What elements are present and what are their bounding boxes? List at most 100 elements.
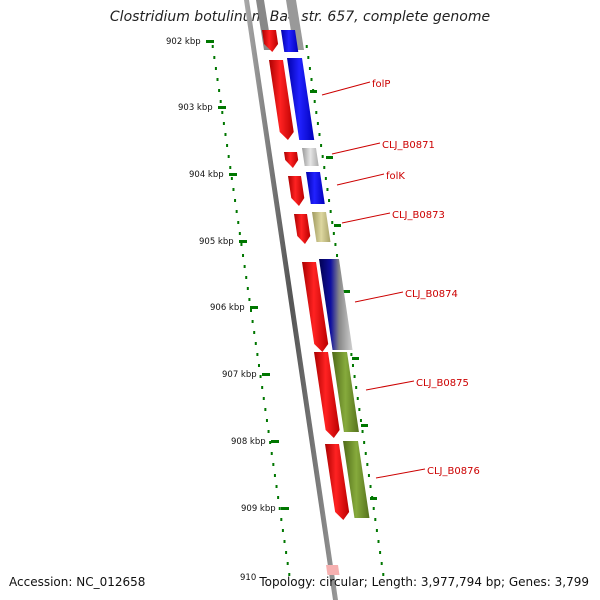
scale-dot — [251, 320, 254, 323]
scale-dot — [310, 78, 313, 81]
scale-dot — [248, 298, 251, 301]
scale-dot — [277, 496, 280, 499]
scale-dot — [235, 210, 238, 213]
scale-dot — [230, 177, 233, 180]
scale-dot — [318, 133, 321, 136]
scale-dot — [359, 419, 362, 422]
scale-dot — [374, 518, 377, 521]
scale-dot — [245, 276, 248, 279]
tick-label: 905 kbp — [199, 237, 234, 247]
scale-dot — [323, 166, 326, 169]
scale-dot — [332, 232, 335, 235]
gene-label: CLJ_B0875 — [416, 378, 469, 389]
gene-label: CLJ_B0871 — [382, 140, 435, 151]
scale-dot — [219, 100, 222, 103]
scale-dot — [305, 45, 308, 48]
accession-text: Accession: NC_012658 — [9, 575, 146, 589]
scale-dot — [372, 507, 375, 510]
scale-dot — [366, 463, 369, 466]
scale-dot — [238, 232, 241, 235]
scale-dot — [256, 353, 259, 356]
scale-dot — [240, 243, 243, 246]
scale-dot — [224, 133, 227, 136]
scale-dot — [213, 56, 216, 59]
tick-label: 908 kbp — [231, 437, 266, 447]
scale-dot — [253, 331, 256, 334]
cds-navy-block — [319, 259, 353, 350]
cds-olive-block — [332, 352, 359, 432]
scale-dot — [229, 166, 232, 169]
label-connector — [331, 142, 381, 155]
label-connector — [341, 212, 391, 224]
backbone-top-segment — [286, 0, 304, 50]
tick-mark — [334, 224, 341, 227]
scale-dot — [259, 375, 262, 378]
scale-dot — [331, 221, 334, 224]
scale-dot — [369, 485, 372, 488]
scale-dot — [334, 243, 337, 246]
scale-dot — [267, 430, 270, 433]
scale-dot — [361, 430, 364, 433]
tick-label: 902 kbp — [166, 37, 201, 47]
scale-dot — [377, 540, 380, 543]
tick-label: 904 kbp — [189, 170, 224, 180]
scale-dot — [269, 441, 272, 444]
scale-dot — [350, 353, 353, 356]
scale-dot — [278, 507, 281, 510]
scale-dot — [216, 78, 219, 81]
map-title: Clostridium botulinum Ba4 str. 657, comp… — [109, 9, 491, 25]
scale-dot — [237, 221, 240, 224]
scale-dot — [211, 45, 214, 48]
cds-gray-block — [302, 148, 319, 166]
tick-label: 907 kbp — [222, 370, 257, 380]
scale-dot — [285, 551, 288, 554]
scale-dot — [320, 144, 323, 147]
scale-dot — [288, 573, 291, 576]
scale-dot — [281, 529, 284, 532]
tick-label: 909 kbp — [241, 504, 276, 514]
scale-dot — [324, 177, 327, 180]
scale-dot — [221, 111, 224, 114]
tick-mark — [326, 156, 333, 159]
scale-dot — [218, 89, 221, 92]
scale-dot — [273, 474, 276, 477]
gene-labels: folP CLJ_B0871 folK CLJ_B0873 CLJ_B0874 CLJ_B… — [321, 79, 480, 479]
scale-dot — [328, 199, 331, 202]
cds-forward-arrow — [326, 565, 340, 575]
gene-label: folP — [372, 79, 390, 90]
gene-label: folK — [386, 171, 405, 182]
cds-reverse-block — [306, 172, 325, 204]
cds-forward-arrow — [284, 152, 299, 168]
tick-mark — [262, 373, 270, 376]
scale-dot — [308, 67, 311, 70]
scale-dot — [379, 551, 382, 554]
scale-dot — [227, 155, 230, 158]
tick-mark — [239, 240, 247, 243]
scale-dot — [250, 309, 253, 312]
scale-dot — [355, 386, 358, 389]
tick-label: 903 kbp — [178, 103, 213, 113]
cds-forward-arrow — [302, 262, 329, 352]
gene-label: CLJ_B0874 — [405, 289, 458, 300]
scale-dot — [364, 452, 367, 455]
scale-dot — [270, 452, 273, 455]
gene-label: CLJ_B0873 — [392, 210, 445, 221]
scale-dot — [307, 56, 310, 59]
scale-dot — [336, 254, 339, 257]
scale-dot — [264, 408, 267, 411]
tick-mark — [218, 106, 226, 109]
scale-dot — [286, 562, 289, 565]
scale-dot — [356, 397, 359, 400]
tick-mark — [271, 440, 279, 443]
scale-dot — [367, 474, 370, 477]
tick-mark — [250, 306, 258, 309]
tick-mark — [343, 290, 350, 293]
label-connector — [354, 291, 404, 303]
tick-mark — [229, 173, 237, 176]
scale-dot — [315, 111, 318, 114]
gene-label: CLJ_B0876 — [427, 466, 480, 477]
cds-khaki-block — [312, 212, 331, 242]
cds-forward-arrow — [288, 176, 305, 206]
gene-features — [262, 30, 370, 575]
